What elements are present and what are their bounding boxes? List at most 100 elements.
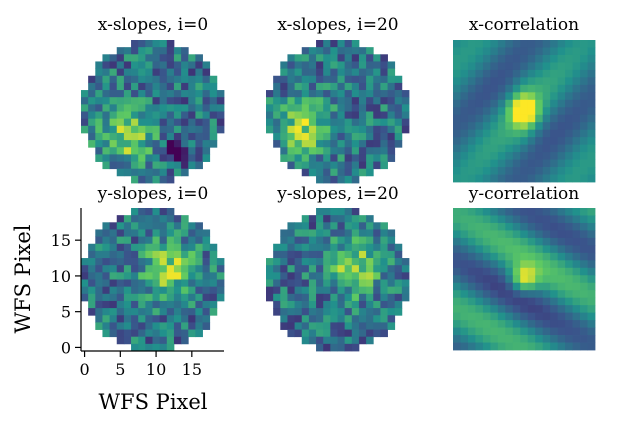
heatmap-cell [580,320,588,328]
heatmap-cell [123,215,132,223]
heatmap-cell [109,315,118,323]
heatmap-cell [88,140,96,148]
heatmap-cell [330,336,338,345]
heatmap-cell [373,279,381,288]
heatmap-cell [358,243,367,252]
heatmap-cell [358,336,367,345]
heatmap-cell [308,300,317,309]
heatmap-cell [123,140,132,148]
heatmap-cell [467,54,476,63]
heatmap-cell [380,125,388,134]
heatmap-cell [587,152,596,160]
heatmap-cell [535,152,544,160]
heatmap-cell [145,68,153,77]
heatmap-cell [209,258,218,266]
heatmap-cell [520,320,529,328]
heatmap-cell [587,122,596,131]
heatmap-cell [95,308,103,316]
heatmap-y-slopes-i20 [266,208,410,352]
heatmap-cell [308,329,317,338]
heatmap-cell [572,312,581,321]
heatmap-cell [505,260,514,269]
heatmap-cell [188,161,196,170]
heatmap-cell [138,229,146,237]
heatmap-cell [512,47,521,56]
heatmap-cell [266,97,274,105]
heatmap-cell [109,329,118,338]
heatmap-cell [387,229,396,237]
heatmap-cell [535,84,544,93]
heatmap-cell [572,144,581,153]
heatmap-cell [373,265,381,273]
heatmap-cell [453,215,461,224]
heatmap-cell [497,342,506,351]
heatmap-cell [166,250,175,259]
heatmap-cell [316,168,324,177]
heatmap-cell [138,236,146,245]
heatmap-cell [587,167,596,175]
heatmap-cell [323,265,331,273]
heatmap-cell [181,279,189,288]
heatmap-cell [467,144,476,153]
heatmap-cell [394,82,403,91]
heatmap-cell [344,132,353,141]
heatmap-cell [482,129,491,138]
heatmap-cell [181,293,189,302]
heatmap-cell [195,279,203,288]
heatmap-cell [366,222,374,230]
heatmap-cell [159,229,168,237]
heatmap-cell [159,222,168,230]
heatmap-cell [81,90,89,98]
heatmap-cell [202,315,211,323]
heatmap-cell [195,111,203,120]
heatmap-cell [195,90,203,98]
heatmap-cell [344,272,353,280]
heatmap-cell [344,54,353,62]
heatmap-cell [102,329,110,338]
heatmap-cell [351,140,360,148]
heatmap-cell [181,61,189,69]
heatmap-cell [380,258,388,266]
heatmap-cell [123,168,132,177]
heatmap-cell [152,279,161,288]
heatmap-cell [490,47,499,56]
heatmap-cell [467,297,476,306]
heatmap-cell [209,286,218,295]
heatmap-cell [301,147,310,155]
heatmap-cell [173,272,182,280]
heatmap-cell [520,40,529,48]
heatmap-cell [152,140,161,148]
heatmap-cell [337,147,346,155]
heatmap-cell [109,132,118,141]
heatmap-cell [337,68,346,77]
heatmap-cell [337,229,346,237]
heatmap-cell [316,61,324,69]
heatmap-cell [102,132,110,141]
heatmap-cell [550,144,559,153]
heatmap-cell [152,343,161,352]
heatmap-cell [520,92,529,101]
heatmap-cell [81,272,89,280]
heatmap-cell [195,243,203,252]
heatmap-cell [308,75,317,84]
heatmap-cell [587,174,596,183]
heatmap-cell [535,92,544,101]
heatmap-cell [505,312,514,321]
y-axis-label: WFS Pixel [11,224,35,333]
heatmap-cell [535,47,544,56]
heatmap-cell [330,104,338,112]
heatmap-cell [482,137,491,146]
heatmap-cell [557,245,566,254]
heatmap-cell [380,300,388,309]
heatmap-cell [81,118,89,127]
heatmap-cell [475,260,484,269]
heatmap-cell [202,236,211,245]
heatmap-cell [344,250,353,259]
heatmap-cell [387,293,396,302]
heatmap-cell [482,159,491,168]
heatmap-cell [138,308,146,316]
heatmap-cell [138,111,146,120]
heatmap-cell [580,159,588,168]
heatmap-cell [482,208,491,216]
heatmap-cell [95,75,103,84]
